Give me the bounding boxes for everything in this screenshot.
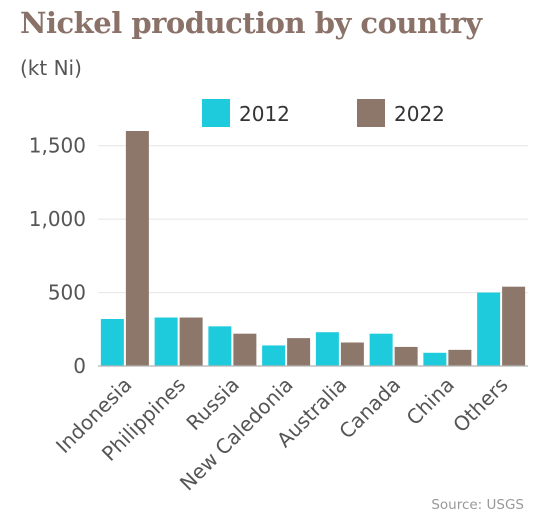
chart-subtitle: (kt Ni) — [20, 56, 82, 80]
bars — [100, 131, 526, 366]
chart-title: Nickel production by country — [20, 6, 482, 40]
bar-2012-others — [477, 292, 501, 366]
y-tick-label: 0 — [73, 354, 86, 378]
y-tick-label: 1,500 — [29, 134, 86, 158]
legend-swatch-2012 — [202, 99, 230, 127]
legend-label-2022: 2022 — [394, 102, 445, 126]
bar-2022-others — [502, 286, 526, 366]
bar-2012-china — [423, 352, 447, 366]
y-tick-label: 500 — [48, 281, 86, 305]
legend: 2012 2022 — [202, 99, 445, 127]
bar-2022-indonesia — [125, 131, 149, 366]
bar-2012-russia — [208, 326, 232, 366]
gridlines — [98, 145, 528, 294]
bar-2012-new-caledonia — [262, 345, 286, 366]
bar-2012-canada — [369, 333, 393, 366]
bar-2022-russia — [233, 333, 257, 366]
legend-swatch-2022 — [357, 99, 385, 127]
x-tick-label: Others — [448, 373, 513, 438]
bar-2012-australia — [315, 332, 339, 366]
legend-label-2012: 2012 — [239, 102, 290, 126]
bar-2022-australia — [340, 342, 364, 366]
y-tick-label: 1,000 — [29, 207, 86, 231]
bar-2022-china — [448, 349, 472, 366]
bar-2012-philippines — [154, 317, 178, 366]
source-note: Source: USGS — [431, 497, 524, 513]
bar-2012-indonesia — [100, 319, 124, 366]
bar-2022-new-caledonia — [287, 338, 311, 366]
bar-2022-philippines — [179, 317, 203, 366]
y-axis-ticks: 0 500 1,000 1,500 — [29, 134, 86, 378]
bar-2022-canada — [394, 346, 418, 366]
